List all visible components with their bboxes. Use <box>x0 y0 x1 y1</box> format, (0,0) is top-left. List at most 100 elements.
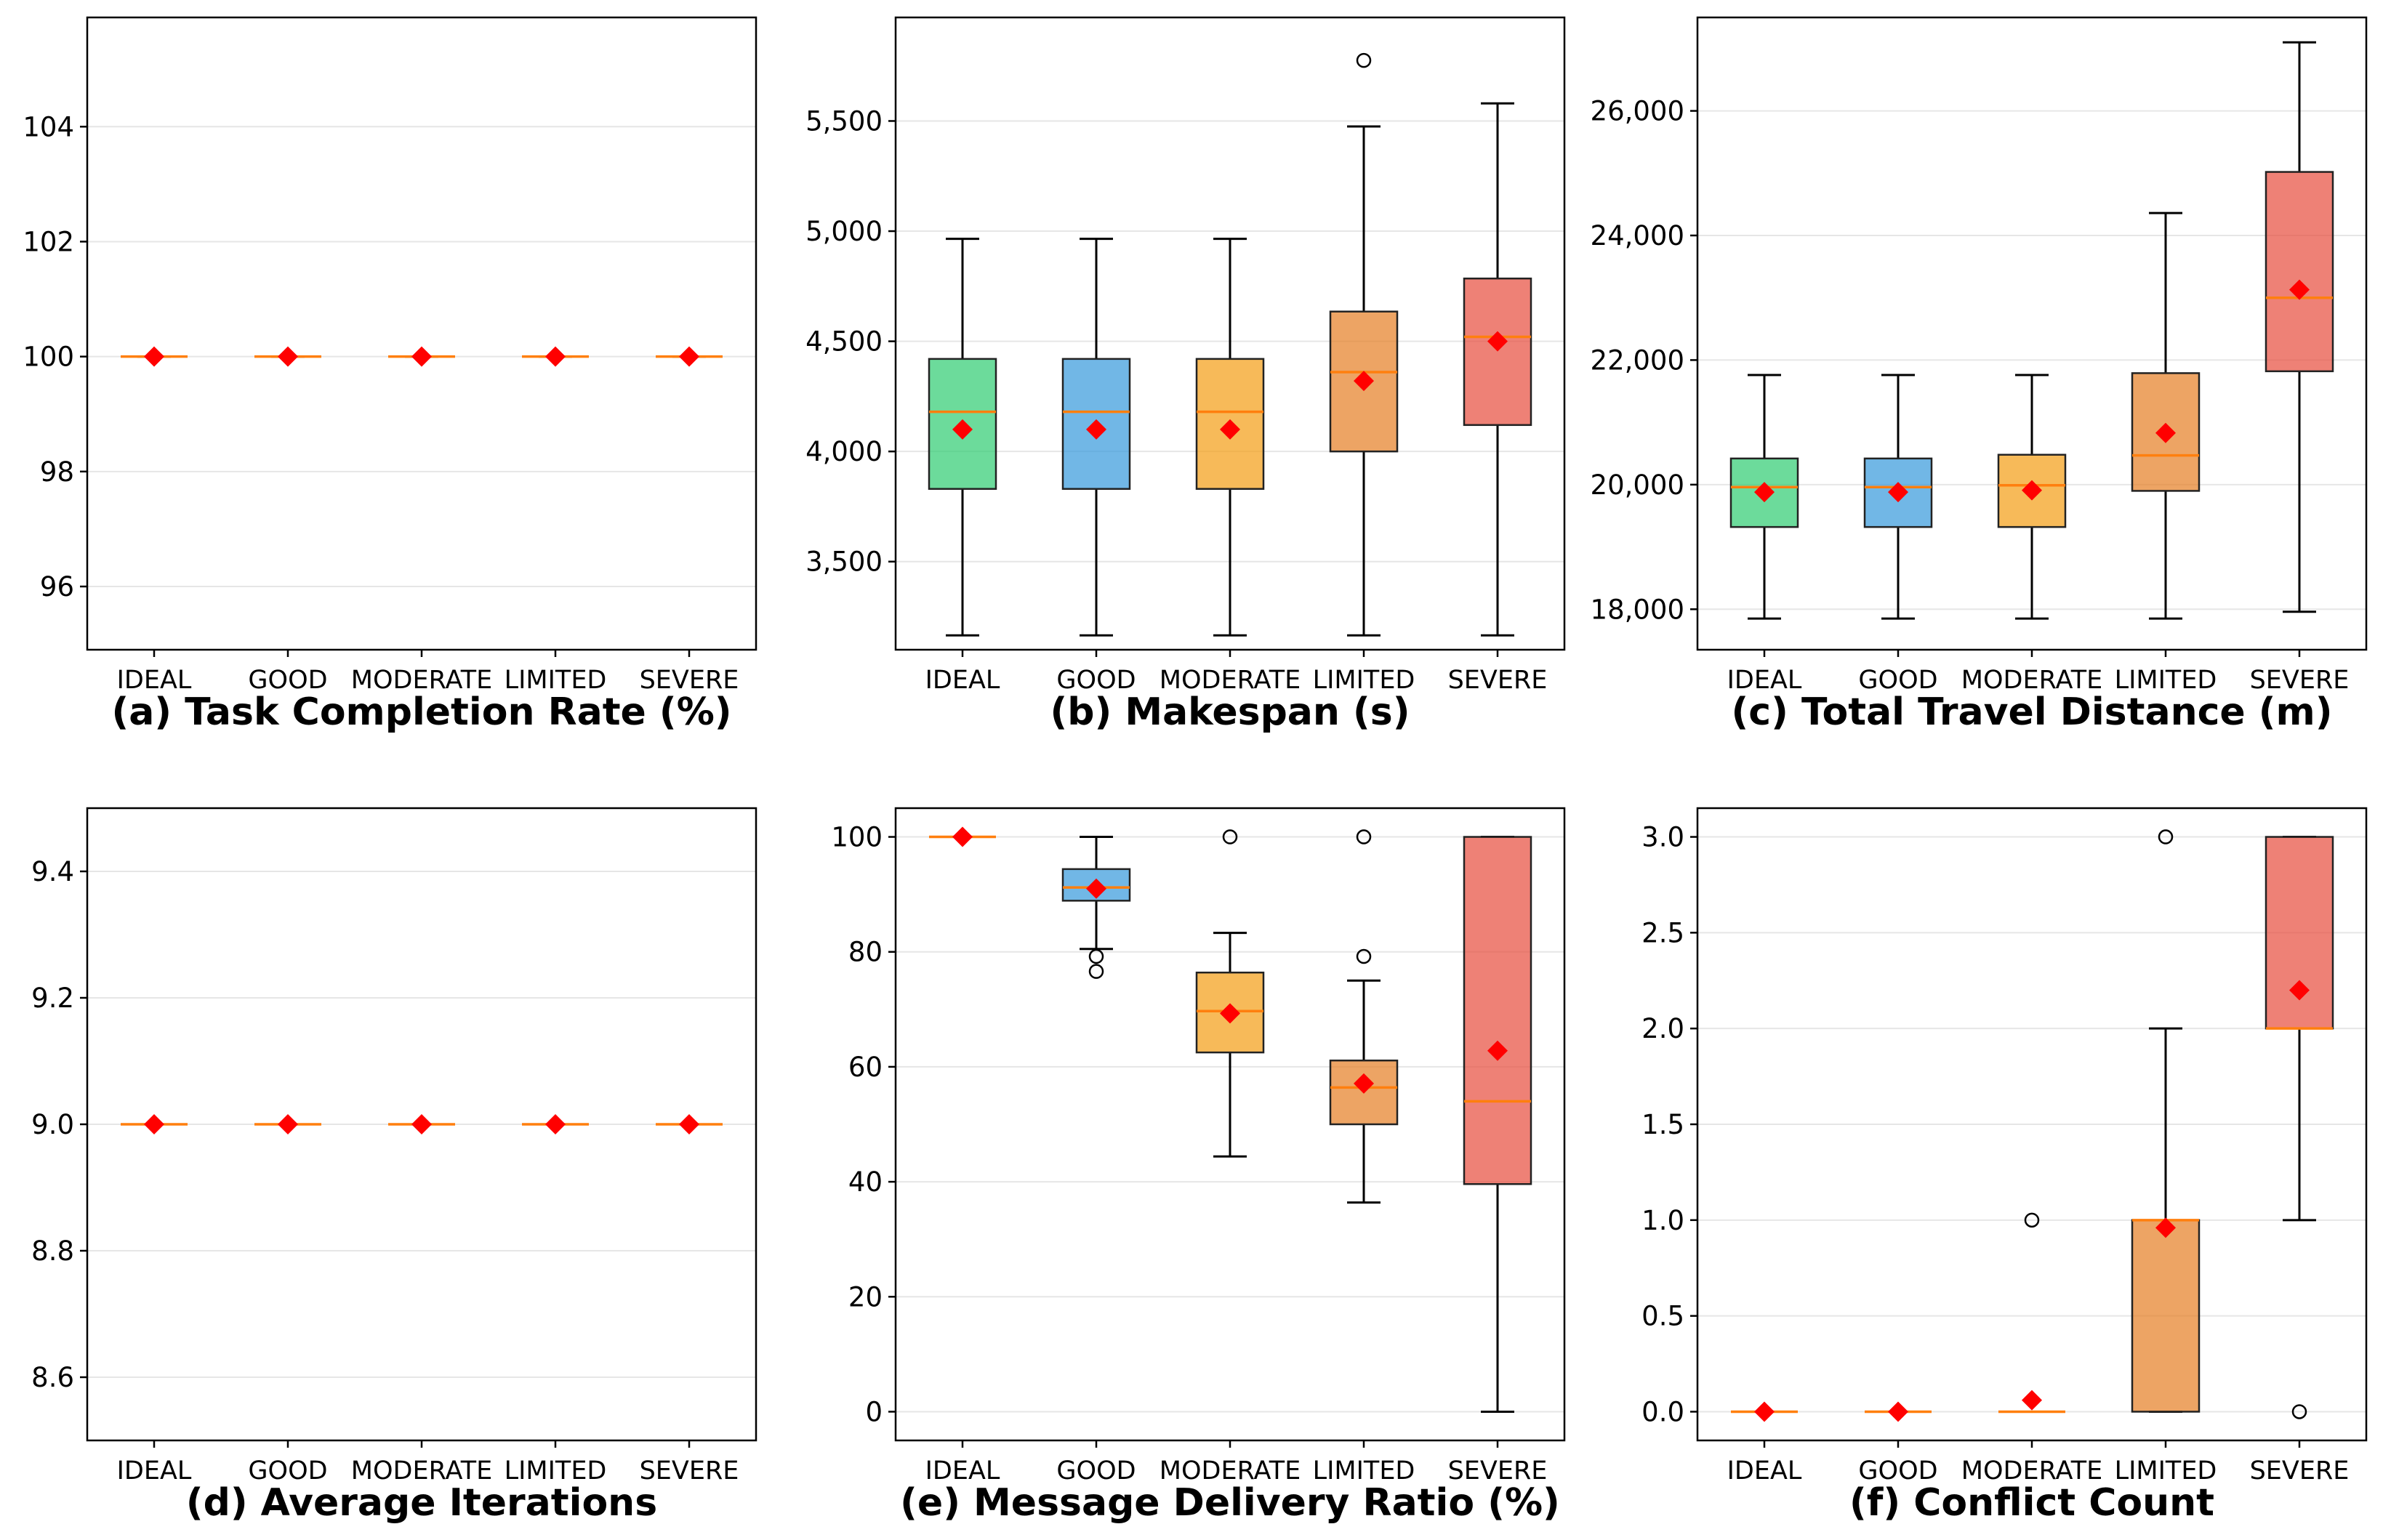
box-limited <box>2131 829 2201 1413</box>
x-tick-label: IDEAL <box>925 666 1000 695</box>
mean-marker <box>679 1114 699 1134</box>
chart-panel-3: 18,000 20,000 22,000 24,000 26,000 IDEAL GOOD M… <box>1591 16 2368 734</box>
panel-title: (e) Message Delivery Ratio (%) <box>900 1481 1560 1525</box>
mean-marker <box>952 419 973 440</box>
box-body <box>2265 171 2334 373</box>
chart-panel-4: 8.6 8.8 9.0 9.2 9.4 IDEAL GOOD MODERATE LIMITED S… <box>31 807 758 1525</box>
outlier-point <box>1356 52 1372 68</box>
x-tick-label: MODERATE <box>1160 1456 1301 1485</box>
x-tick-label: MODERATE <box>1160 666 1301 695</box>
y-tick-label: 0 <box>865 1396 883 1427</box>
outlier-point <box>1222 829 1238 844</box>
box-severe <box>656 346 723 367</box>
box-good <box>1061 836 1131 979</box>
mean-marker <box>278 1114 298 1134</box>
box-ideal <box>121 1114 188 1134</box>
axes-frame <box>86 16 758 651</box>
x-tick-label: SEVERE <box>640 1456 739 1485</box>
mean-marker <box>2022 480 2042 501</box>
box-limited <box>522 346 589 367</box>
box-good <box>1061 238 1131 637</box>
y-tick-label: 3,500 <box>805 547 883 578</box>
box-body <box>1463 836 1532 1185</box>
x-tick-label: MODERATE <box>1961 666 2102 695</box>
outlier-point <box>2291 1404 2307 1419</box>
x-tick-label: MODERATE <box>351 666 492 695</box>
x-tick-label: LIMITED <box>505 666 607 695</box>
mean-marker <box>1487 1040 1508 1061</box>
mean-marker <box>1354 371 1374 392</box>
x-tick-label: SEVERE <box>2250 1456 2350 1485</box>
box-limited <box>522 1114 589 1134</box>
mean-marker <box>1754 482 1775 503</box>
y-tick-label: 98 <box>40 456 74 488</box>
mean-marker <box>411 346 432 367</box>
panel-title: (d) Average Iterations <box>186 1481 657 1525</box>
outlier-point <box>2158 829 2174 844</box>
x-tick-label: IDEAL <box>117 666 192 695</box>
x-tick-label: LIMITED <box>505 1456 607 1485</box>
y-tick-label: 1.5 <box>1641 1109 1684 1140</box>
x-tick-label: LIMITED <box>2115 666 2217 695</box>
x-tick-label: LIMITED <box>2115 1456 2217 1485</box>
mean-marker <box>1888 1401 1908 1422</box>
x-tick-label: SEVERE <box>2250 666 2350 695</box>
y-tick-label: 2.5 <box>1641 917 1684 948</box>
x-tick-label: GOOD <box>1056 1456 1136 1485</box>
y-tick-label: 20 <box>848 1281 883 1313</box>
y-tick-label: 0.0 <box>1641 1396 1684 1427</box>
box-moderate <box>1997 374 2067 620</box>
box-ideal <box>929 826 996 847</box>
x-tick-label: LIMITED <box>1313 666 1415 695</box>
y-tick-label: 40 <box>848 1166 883 1198</box>
x-tick-label: IDEAL <box>1727 666 1802 695</box>
mean-marker <box>2155 1217 2176 1238</box>
y-tick-label: 0.5 <box>1641 1301 1684 1332</box>
box-good <box>1865 1401 1932 1422</box>
box-good <box>254 346 321 367</box>
outlier-point <box>2024 1212 2040 1228</box>
mean-marker <box>1754 1401 1775 1422</box>
panel-title: (b) Makespan (s) <box>1050 690 1410 734</box>
y-tick-label: 8.8 <box>31 1235 74 1267</box>
box-severe <box>656 1114 723 1134</box>
mean-marker <box>2022 1390 2042 1411</box>
mean-marker <box>1086 419 1106 440</box>
box-limited <box>1329 52 1399 637</box>
mean-marker <box>2155 422 2176 443</box>
box-ideal <box>121 346 188 367</box>
chart-panel-1: 96 98 100 102 104 IDEAL GOOD MODERATE LIMITED SEV… <box>23 16 758 734</box>
box-limited <box>2131 211 2201 620</box>
mean-marker <box>144 1114 164 1134</box>
y-tick-label: 60 <box>848 1052 883 1083</box>
x-tick-label: GOOD <box>1858 1456 1937 1485</box>
y-tick-label: 22,000 <box>1591 344 1684 376</box>
x-tick-label: GOOD <box>1056 666 1136 695</box>
box-good <box>1863 374 1933 620</box>
y-tick-label: 5,000 <box>805 216 883 247</box>
mean-marker <box>1354 1073 1374 1094</box>
y-tick-label: 104 <box>23 111 74 142</box>
y-tick-label: 24,000 <box>1591 220 1684 251</box>
y-tick-label: 1.0 <box>1641 1205 1684 1236</box>
panel-title: (a) Task Completion Rate (%) <box>111 690 731 734</box>
y-tick-label: 80 <box>848 937 883 968</box>
box-ideal <box>928 238 997 637</box>
outlier-point <box>1356 829 1372 844</box>
mean-marker <box>1487 331 1508 352</box>
outlier-point <box>1088 964 1104 979</box>
chart-panel-6: 0.0 0.5 1.0 1.5 2.0 2.5 3.0 IDEAL GOOD MODERATE LI… <box>1641 807 2368 1525</box>
panel-title: (f) Conflict Count <box>1849 1481 2214 1525</box>
mean-marker <box>679 346 699 367</box>
y-tick-label: 96 <box>40 571 74 602</box>
box-ideal <box>1731 1401 1798 1422</box>
x-tick-label: MODERATE <box>351 1456 492 1485</box>
y-tick-label: 3.0 <box>1641 822 1684 853</box>
box-moderate <box>1195 238 1265 637</box>
mean-marker <box>2289 980 2310 1001</box>
x-tick-label: SEVERE <box>640 666 739 695</box>
y-tick-label: 9.4 <box>31 856 74 887</box>
box-severe <box>1463 836 1532 1413</box>
y-tick-label: 4,000 <box>805 436 883 467</box>
